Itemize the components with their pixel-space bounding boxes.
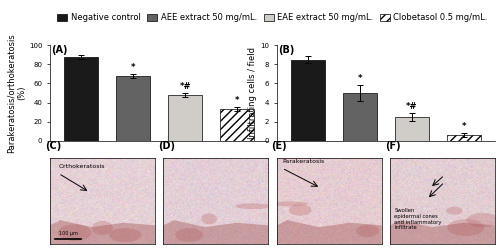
Polygon shape (50, 220, 155, 244)
Bar (395, 117, 428, 141)
Y-axis label: Infiltrating cells / field: Infiltrating cells / field (248, 47, 258, 139)
Text: (B): (B) (278, 45, 294, 55)
Bar (64, 57, 98, 141)
Bar (168, 95, 202, 141)
Ellipse shape (109, 228, 142, 242)
Polygon shape (390, 220, 495, 244)
Ellipse shape (446, 207, 462, 215)
Text: *: * (235, 96, 240, 105)
Ellipse shape (447, 219, 484, 236)
Ellipse shape (58, 224, 92, 241)
Ellipse shape (175, 228, 203, 242)
Text: *#: *# (406, 102, 417, 111)
Bar (291, 60, 325, 141)
Text: (E): (E) (272, 141, 287, 151)
Ellipse shape (268, 202, 308, 206)
Text: (C): (C) (45, 141, 61, 151)
Text: *: * (358, 74, 362, 83)
Ellipse shape (466, 213, 498, 227)
Text: (D): (D) (158, 141, 175, 151)
Text: (F): (F) (385, 141, 400, 151)
Text: *#: *# (180, 82, 191, 91)
Text: 100 μm: 100 μm (59, 231, 78, 236)
Ellipse shape (201, 214, 217, 224)
Text: Parakeratosis: Parakeratosis (282, 159, 324, 164)
Ellipse shape (289, 204, 312, 216)
Ellipse shape (356, 225, 379, 237)
Ellipse shape (92, 221, 113, 235)
Text: Swollen
epidermal cones
and inflammatory
infiltrate: Swollen epidermal cones and inflammatory… (394, 208, 442, 230)
Text: Orthokeratosis: Orthokeratosis (58, 164, 105, 169)
Y-axis label: Parakeratosis/orthokeratosis
(%): Parakeratosis/orthokeratosis (%) (6, 33, 26, 153)
Text: (A): (A) (51, 45, 68, 55)
Polygon shape (276, 220, 382, 244)
Bar (220, 109, 254, 141)
Bar (447, 135, 480, 141)
Polygon shape (164, 220, 268, 244)
Bar (116, 76, 150, 141)
Text: *: * (462, 122, 466, 131)
Bar (343, 93, 377, 141)
Legend: Negative control, AEE extract 50 mg/mL., EAE extract 50 mg/mL., Clobetasol 0.5 m: Negative control, AEE extract 50 mg/mL.,… (54, 10, 491, 26)
Ellipse shape (236, 203, 270, 209)
Text: *: * (131, 62, 136, 72)
